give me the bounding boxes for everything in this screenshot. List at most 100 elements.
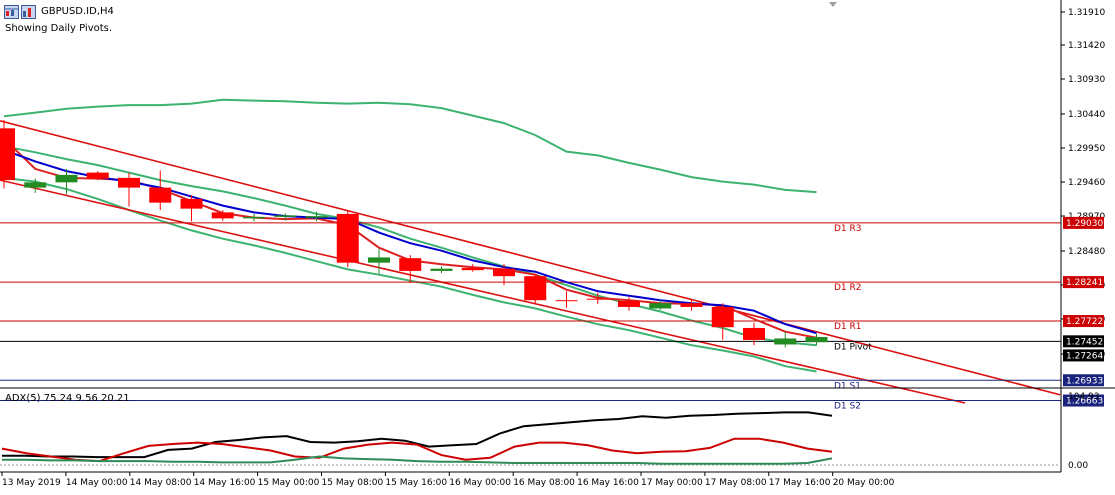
- candle-body: [86, 172, 109, 179]
- time-tick-label: 20 May 00:00: [833, 478, 895, 488]
- candle: [680, 299, 703, 311]
- time-tick: 15 May 00:00: [257, 472, 320, 488]
- time-tick-label: 17 May 16:00: [769, 478, 831, 488]
- candle-body: [649, 303, 672, 309]
- time-tick-label: 14 May 16:00: [194, 478, 256, 488]
- candle-body: [493, 268, 515, 277]
- time-tick: 17 May 00:00: [640, 472, 703, 488]
- price-axis: 1.31910 1.31420 1.30930 1.30440 1.29950 1.294…: [1061, 8, 1105, 407]
- candle-body: [0, 128, 15, 181]
- time-tick-label: 15 May 00:00: [258, 478, 320, 488]
- candle: [493, 264, 515, 286]
- candle: [180, 195, 203, 222]
- candle-body: [586, 298, 609, 300]
- candle-body: [555, 300, 578, 302]
- candle: [805, 333, 828, 346]
- price-tick-label: 1.30440: [1068, 110, 1105, 120]
- candle: [24, 178, 47, 193]
- pivot-price-tag: 1.27722: [1063, 315, 1104, 328]
- candle: [586, 292, 609, 304]
- price-tick: 1.30440: [1061, 110, 1105, 120]
- time-tick: 16 May 00:00: [448, 472, 511, 488]
- candle-body: [118, 177, 140, 188]
- candle-body: [680, 303, 703, 307]
- pivot-price-tag-label: 1.26933: [1066, 376, 1103, 386]
- candle: [711, 303, 734, 340]
- pivot-price-tag-bg: [1063, 315, 1104, 328]
- time-tick-label: 13 May 2019: [2, 478, 61, 488]
- price-tick: 1.29460: [1061, 178, 1105, 188]
- price-tick: 1.28480: [1061, 247, 1105, 257]
- time-tick-label: 15 May 08:00: [322, 478, 384, 488]
- pivot-price-tag-label: 1.27452: [1066, 337, 1103, 347]
- candle: [430, 266, 453, 274]
- pivot-price-tag: 1.27452: [1063, 335, 1104, 348]
- time-tick: 17 May 16:00: [768, 472, 831, 488]
- price-tick-label: 1.31910: [1068, 8, 1105, 18]
- time-axis: 13 May 2019 14 May 00:00 14 May 08:00 14 Ma…: [1, 472, 895, 488]
- current-price-tag-bg: [1063, 349, 1104, 362]
- candle-body: [336, 213, 359, 263]
- candle-body: [524, 276, 547, 301]
- candle-body: [368, 257, 390, 263]
- time-tick: 15 May 16:00: [384, 472, 447, 488]
- time-tick: 13 May 2019: [1, 472, 61, 488]
- adx-panel: 104.93 0.00: [0, 392, 1100, 471]
- chart-window-icon: [4, 5, 36, 19]
- pivot-price-tag-label: 1.27722: [1066, 317, 1103, 327]
- candle-body: [805, 336, 828, 343]
- price-tick-label: 1.31420: [1068, 41, 1105, 51]
- adx-minus-di-line: [2, 455, 833, 465]
- price-tick-label: 1.28480: [1068, 247, 1105, 257]
- candle-body: [618, 300, 640, 307]
- time-tick: 16 May 16:00: [576, 472, 639, 488]
- price-tick: 1.31420: [1061, 41, 1105, 51]
- current-price-tag: 1.27264: [1063, 349, 1104, 362]
- time-tick: 20 May 00:00: [832, 472, 895, 488]
- time-tick: 14 May 08:00: [129, 472, 192, 488]
- candle-body: [243, 216, 265, 219]
- candle: [555, 291, 578, 308]
- time-tick: 14 May 00:00: [65, 472, 128, 488]
- price-tick-label: 1.29460: [1068, 178, 1105, 188]
- pivot-name-4: D1 S1: [834, 381, 861, 391]
- envelope-bands: [3, 98, 817, 373]
- trend-channel: [0, 120, 1061, 404]
- symbol-title: GBPUSD.ID,H4: [41, 6, 114, 17]
- adx-plus-di-line: [1, 437, 833, 463]
- pivot-name-0: D1 R3: [834, 224, 862, 234]
- time-tick-label: 14 May 08:00: [130, 478, 192, 488]
- candle: [774, 331, 797, 348]
- candle: [243, 213, 265, 222]
- price-tick: 1.29950: [1061, 144, 1105, 154]
- candle: [274, 213, 297, 221]
- candlesticks: [0, 120, 828, 348]
- time-tick: 16 May 08:00: [512, 472, 575, 488]
- time-tick-label: 16 May 08:00: [513, 478, 575, 488]
- candle-body: [430, 268, 453, 271]
- candle: [118, 172, 140, 207]
- pivot-price-tag: 1.29030: [1063, 216, 1104, 229]
- current-price-tag-label: 1.27264: [1066, 351, 1103, 361]
- time-tick-label: 14 May 00:00: [66, 478, 128, 488]
- candle: [524, 273, 547, 304]
- pivot-subtitle: Showing Daily Pivots.: [5, 23, 113, 34]
- candle-body: [774, 338, 797, 345]
- pivot-name-1: D1 R2: [834, 283, 862, 293]
- candle-body: [461, 267, 484, 271]
- pivot-name-5: D1 S2: [834, 402, 861, 412]
- candle: [336, 210, 359, 268]
- candle-body: [180, 198, 203, 209]
- pivot-price-tag-bg: [1063, 394, 1104, 407]
- candle: [399, 255, 422, 283]
- pivot-price-tag-label: 1.26663: [1066, 397, 1103, 407]
- candle: [461, 264, 484, 272]
- candle: [649, 300, 672, 310]
- band-middle-line: [3, 145, 817, 347]
- time-tick-label: 16 May 16:00: [577, 478, 639, 488]
- pivot-price-tag: 1.28241: [1063, 276, 1104, 289]
- channel-upper-line: [0, 120, 1061, 396]
- candle-body: [149, 187, 172, 203]
- pivot-name-3: D1 Pivot: [834, 342, 872, 352]
